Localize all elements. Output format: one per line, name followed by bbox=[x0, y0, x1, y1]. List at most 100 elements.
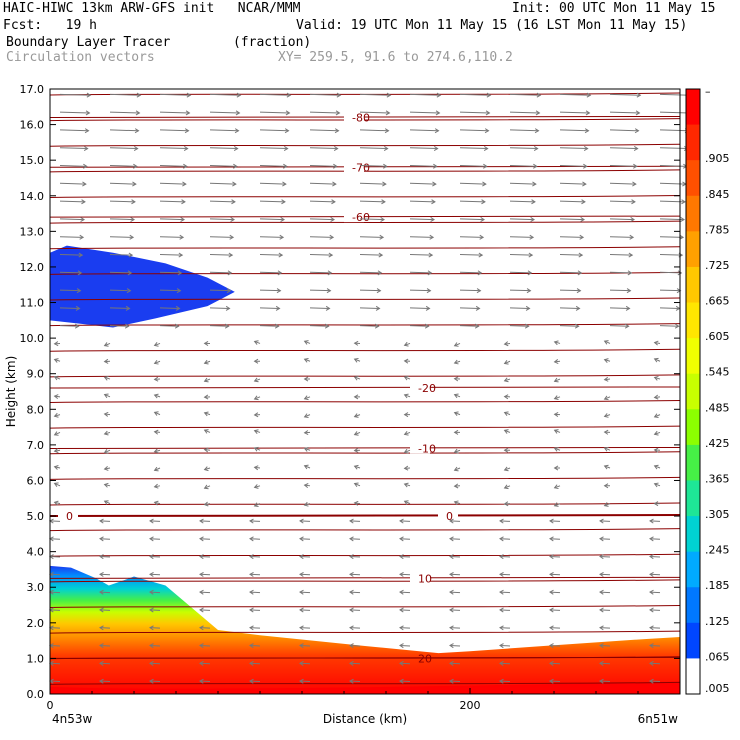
vector-arrowhead bbox=[253, 465, 259, 471]
vector-arrowhead bbox=[299, 589, 304, 595]
vector-arrowhead bbox=[549, 660, 554, 666]
vector-arrow bbox=[609, 182, 636, 185]
vector-arrowhead bbox=[453, 500, 459, 506]
x-start-label: 4n53w bbox=[52, 712, 93, 726]
vector-arrowhead bbox=[649, 607, 654, 613]
vector-arrowhead bbox=[628, 252, 634, 258]
vector-arrow bbox=[349, 573, 361, 576]
vector-arrowhead bbox=[674, 323, 680, 329]
vector-arrow bbox=[159, 182, 186, 185]
vector-arrowhead bbox=[103, 482, 109, 488]
vector-arrowhead bbox=[653, 357, 659, 363]
plot-frame bbox=[49, 88, 681, 695]
vector-arrow bbox=[499, 538, 511, 540]
vector-arrowhead bbox=[153, 448, 159, 454]
vector-arrowhead bbox=[503, 411, 509, 416]
vector-arrowhead bbox=[653, 447, 659, 453]
vector-arrowhead bbox=[99, 678, 104, 684]
vector-arrowhead bbox=[53, 341, 59, 347]
vector-arrow bbox=[309, 93, 341, 96]
vector-arrow bbox=[549, 555, 561, 558]
vector-arrow bbox=[199, 609, 211, 611]
vector-arrow bbox=[409, 200, 435, 203]
vector-arrow bbox=[199, 644, 211, 647]
vector-arrow bbox=[304, 340, 311, 344]
vector-arrowhead bbox=[382, 163, 388, 169]
vector-arrow bbox=[459, 129, 489, 132]
vector-arrow bbox=[259, 111, 290, 114]
x-tick-label: 200 bbox=[460, 699, 481, 712]
vector-arrowhead bbox=[203, 429, 209, 434]
vector-arrow bbox=[599, 520, 611, 522]
vector-arrow bbox=[249, 538, 261, 540]
vector-arrowhead bbox=[153, 429, 159, 435]
contour-label: 0 bbox=[66, 510, 73, 523]
vector-arrow bbox=[499, 627, 511, 629]
field-title: Boundary Layer Tracer (fraction) bbox=[6, 35, 312, 50]
vector-arrowhead bbox=[149, 554, 154, 560]
vector-arrowhead bbox=[427, 270, 433, 276]
vector-arrow bbox=[654, 465, 661, 469]
vector-arrowhead bbox=[126, 288, 132, 294]
vector-arrowhead bbox=[385, 110, 391, 116]
vector-arrow bbox=[349, 555, 361, 558]
vector-arrow bbox=[109, 236, 134, 238]
vector-arrowhead bbox=[249, 607, 254, 613]
vector-arrow bbox=[309, 253, 333, 256]
vector-arrow bbox=[449, 627, 461, 629]
vector-arrow bbox=[459, 289, 481, 292]
vector-arrow bbox=[259, 289, 281, 292]
vector-arrow bbox=[204, 485, 211, 489]
vector-arrowhead bbox=[249, 625, 254, 631]
vector-arrowhead bbox=[525, 305, 531, 311]
vector-arrowhead bbox=[103, 430, 109, 436]
vector-arrow bbox=[99, 627, 111, 629]
y-tick-label: 7.0 bbox=[27, 439, 45, 452]
vector-arrow bbox=[299, 538, 311, 540]
vector-arrowhead bbox=[230, 217, 235, 223]
colorbar-label: .065 bbox=[705, 650, 730, 663]
vector-arrow bbox=[149, 520, 161, 522]
contour-label: 20 bbox=[418, 652, 432, 665]
colorbar-label: .725 bbox=[705, 259, 730, 272]
vector-arrowhead bbox=[583, 145, 589, 151]
y-tick-label: 12.0 bbox=[20, 261, 45, 274]
vector-arrow bbox=[299, 520, 311, 522]
vector-arrowhead bbox=[653, 375, 659, 381]
colorbar-segment bbox=[686, 338, 700, 375]
vector-arrowhead bbox=[303, 340, 309, 345]
vector-arrowhead bbox=[449, 518, 454, 524]
vector-arrow bbox=[349, 680, 361, 683]
vector-arrowhead bbox=[76, 288, 82, 294]
vector-arrowhead bbox=[599, 589, 604, 595]
vector-arrowhead bbox=[303, 483, 309, 488]
vector-arrowhead bbox=[279, 234, 285, 240]
vector-arrow bbox=[599, 538, 611, 540]
vector-arrowhead bbox=[353, 413, 359, 418]
colorbar-segment bbox=[686, 266, 700, 304]
vector-arrow bbox=[404, 500, 411, 505]
vector-arrowhead bbox=[553, 502, 559, 507]
vector-arrowhead bbox=[224, 323, 230, 329]
vector-arrowhead bbox=[399, 625, 404, 631]
vector-title: Circulation vectors bbox=[6, 50, 155, 65]
vector-arrow bbox=[354, 358, 361, 362]
vector-arrowhead bbox=[332, 181, 337, 187]
vector-arrowhead bbox=[175, 305, 181, 311]
vector-arrowhead bbox=[503, 341, 509, 347]
vector-arrowhead bbox=[632, 181, 637, 187]
vector-arrow bbox=[609, 236, 634, 238]
vector-arrow bbox=[359, 111, 390, 114]
vector-arrowhead bbox=[182, 181, 187, 187]
vector-arrow bbox=[499, 573, 511, 576]
contour-line bbox=[49, 220, 681, 224]
vector-arrow bbox=[109, 200, 135, 203]
x-tick-label: 0 bbox=[47, 699, 54, 712]
colorbar-segment bbox=[686, 516, 700, 553]
vector-arrow bbox=[649, 644, 661, 647]
vector-arrowhead bbox=[77, 270, 83, 276]
vector-arrow bbox=[409, 182, 436, 185]
vector-arrow bbox=[159, 165, 187, 167]
vector-arrow bbox=[159, 93, 191, 96]
y-tick-label: 13.0 bbox=[20, 225, 45, 238]
